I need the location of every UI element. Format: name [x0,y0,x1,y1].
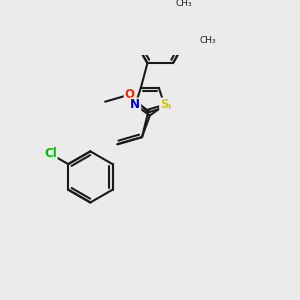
Text: O: O [161,101,171,114]
Text: CH₃: CH₃ [176,0,192,8]
Text: S: S [160,98,169,111]
Text: CH₃: CH₃ [200,37,216,46]
Text: O: O [125,88,135,101]
Text: Cl: Cl [44,147,57,160]
Text: N: N [130,98,140,111]
